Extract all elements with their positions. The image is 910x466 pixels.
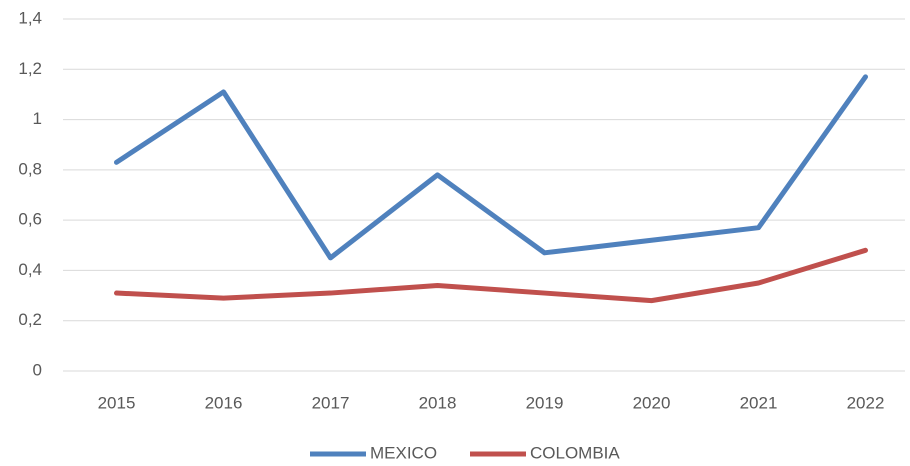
y-tick-label: 0,6 (18, 210, 42, 229)
y-tick-label: 1 (33, 109, 42, 128)
x-tick-label: 2016 (205, 393, 243, 412)
legend-label: COLOMBIA (530, 443, 620, 462)
x-tick-label: 2015 (98, 393, 136, 412)
y-tick-label: 0 (33, 360, 42, 379)
y-tick-label: 0,8 (18, 159, 42, 178)
y-tick-label: 1,2 (18, 59, 42, 78)
x-tick-label: 2018 (419, 393, 457, 412)
y-tick-label: 1,4 (18, 8, 42, 27)
series-line (114, 74, 868, 261)
y-tick-label: 0,4 (18, 260, 42, 279)
series-line (114, 247, 868, 304)
x-tick-label: 2021 (740, 393, 778, 412)
x-tick-label: 2017 (312, 393, 350, 412)
x-tick-label: 2022 (847, 393, 885, 412)
x-tick-label: 2020 (633, 393, 671, 412)
y-tick-label: 0,2 (18, 310, 42, 329)
legend-label: MEXICO (370, 443, 437, 462)
x-tick-label: 2019 (526, 393, 564, 412)
